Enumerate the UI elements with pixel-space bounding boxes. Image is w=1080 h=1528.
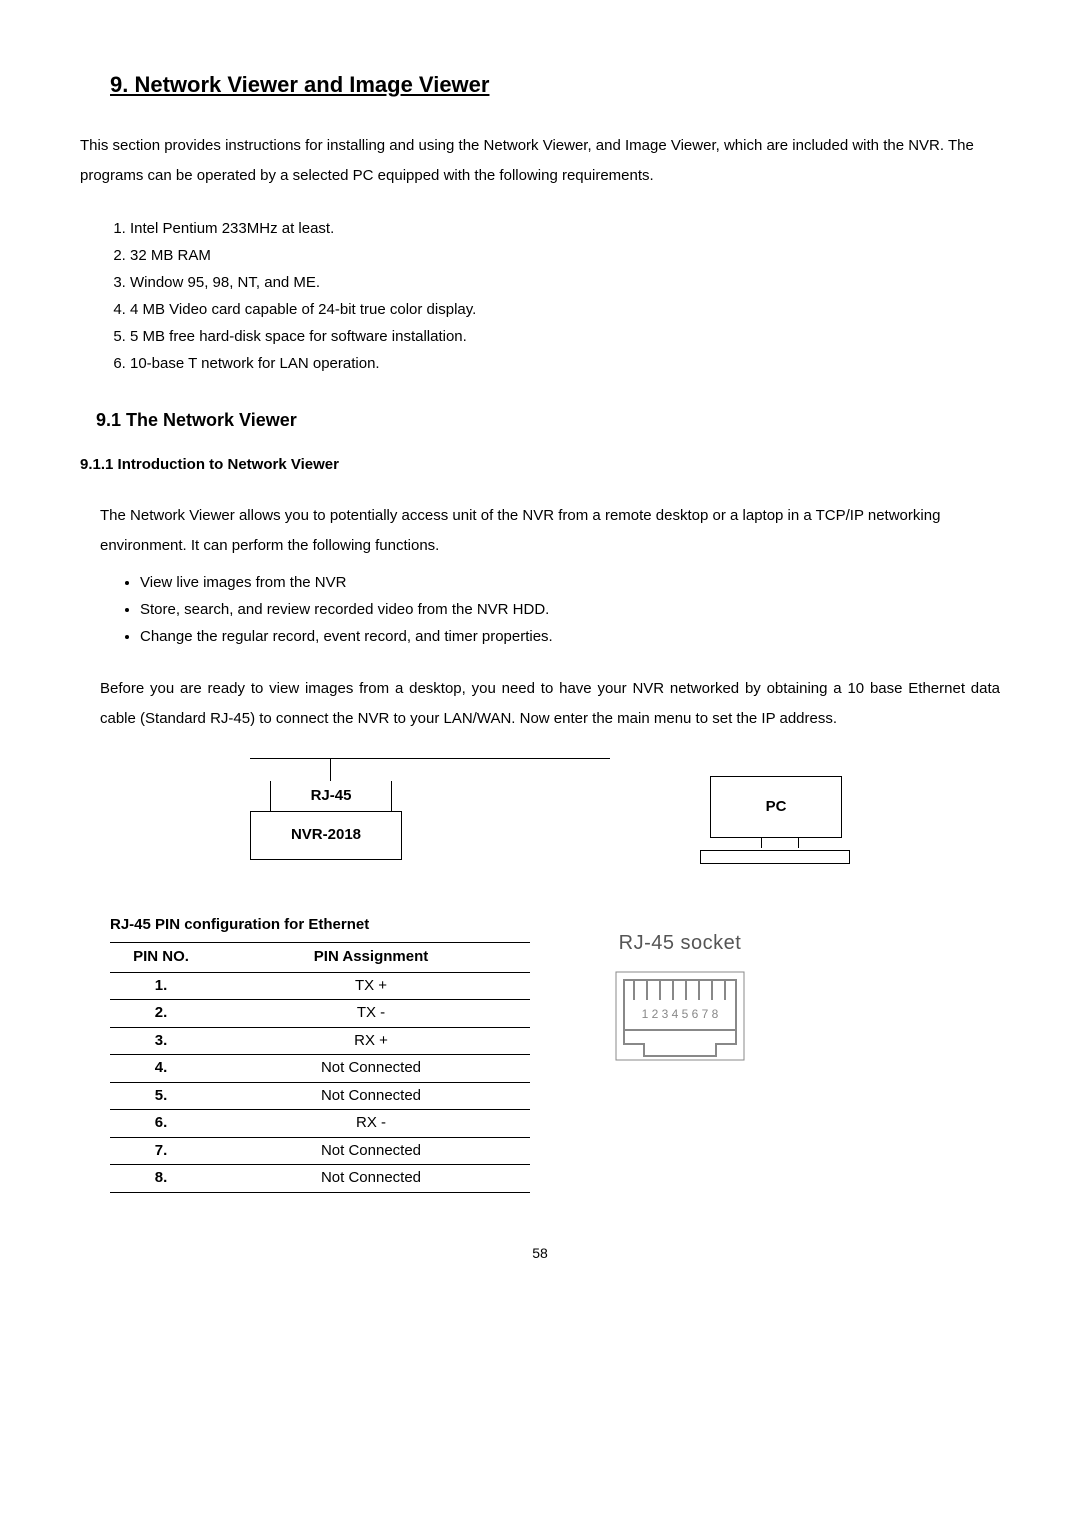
socket-pin-labels: 1 2 3 4 5 6 7 8 [642,1007,719,1021]
table-row: 2.TX - [110,1000,530,1028]
pin-table: PIN NO. PIN Assignment 1.TX + 2.TX - 3.R… [110,942,530,1193]
subsection-body: The Network Viewer allows you to potenti… [100,501,1000,864]
subsection-desc: The Network Viewer allows you to potenti… [100,501,1000,561]
function-item: View live images from the NVR [140,569,1000,596]
socket-block: RJ-45 socket 1 2 3 4 5 6 7 8 [610,914,750,1074]
rj45-socket-icon: 1 2 3 4 5 6 7 8 [610,966,750,1066]
table-row: 5.Not Connected [110,1082,530,1110]
requirement-item: Window 95, 98, NT, and ME. [130,269,1000,296]
functions-list: View live images from the NVR Store, sea… [100,569,1000,650]
pin-config-row: RJ-45 PIN configuration for Ethernet PIN… [110,914,1000,1193]
table-row: 3.RX + [110,1027,530,1055]
pin-table-caption: RJ-45 PIN configuration for Ethernet [110,914,530,937]
table-row: 7.Not Connected [110,1137,530,1165]
connection-diagram: RJ-45 NVR-2018 PC [100,758,1000,864]
table-row: 8.Not Connected [110,1165,530,1193]
subsection-title: 9.1 The Network Viewer [96,407,1000,434]
table-row: 4.Not Connected [110,1055,530,1083]
socket-title: RJ-45 socket [610,928,750,958]
requirement-item: 32 MB RAM [130,242,1000,269]
nvr-diagram: RJ-45 NVR-2018 [250,758,610,860]
pin-table-block: RJ-45 PIN configuration for Ethernet PIN… [110,914,530,1193]
requirement-item: 10-base T network for LAN operation. [130,350,1000,377]
requirement-item: 5 MB free hard-disk space for software i… [130,323,1000,350]
section-intro: This section provides instructions for i… [80,131,1000,191]
pc-box-label: PC [710,776,842,838]
pin-header-assign: PIN Assignment [212,943,530,973]
requirement-item: 4 MB Video card capable of 24-bit true c… [130,296,1000,323]
pin-header-no: PIN NO. [110,943,212,973]
function-item: Store, search, and review recorded video… [140,596,1000,623]
function-item: Change the regular record, event record,… [140,623,1000,650]
pc-diagram: PC [710,776,850,864]
rj45-label: RJ-45 [270,781,392,812]
table-row: 1.TX + [110,972,530,1000]
page-number: 58 [80,1243,1000,1264]
table-row: 6.RX - [110,1110,530,1138]
section-title: 9. Network Viewer and Image Viewer [110,68,1000,101]
requirements-list: Intel Pentium 233MHz at least. 32 MB RAM… [110,215,1000,377]
requirement-item: Intel Pentium 233MHz at least. [130,215,1000,242]
nvr-box-label: NVR-2018 [250,811,402,860]
before-paragraph: Before you are ready to view images from… [100,674,1000,734]
subsubsection-title: 9.1.1 Introduction to Network Viewer [80,454,1000,477]
